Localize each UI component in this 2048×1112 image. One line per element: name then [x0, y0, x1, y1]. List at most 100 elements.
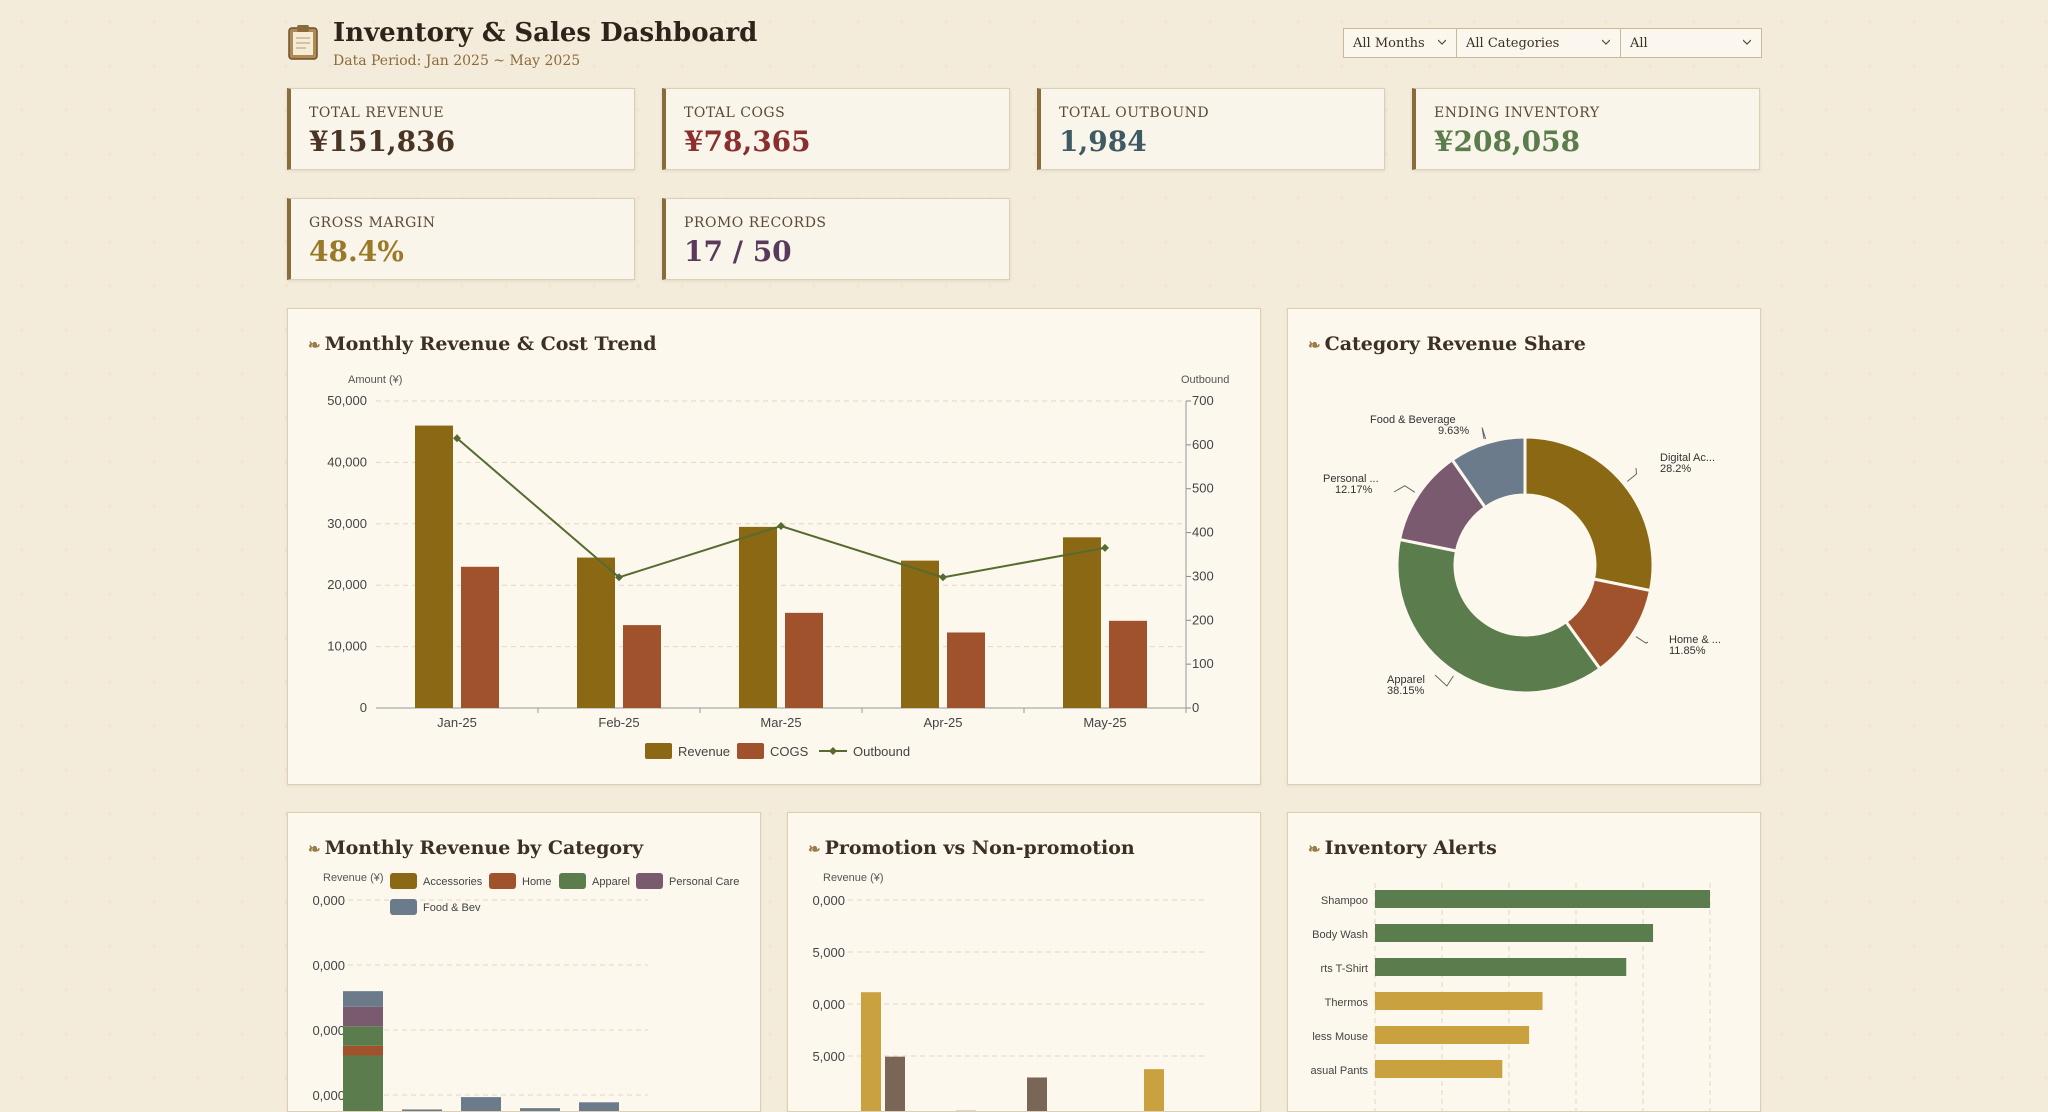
x-tick-label: May-25 — [1083, 715, 1126, 730]
pie-leader-line — [1627, 468, 1636, 482]
y-axis-label: Amount (¥) — [348, 374, 402, 386]
alert-bar — [1375, 1026, 1529, 1044]
revenue-bar — [901, 561, 939, 708]
legend-label: Personal Care — [669, 876, 739, 888]
filter-bar: All Months All Categories All — [1344, 28, 1762, 58]
legend-swatch — [390, 899, 417, 915]
category-chart-card: ❧Monthly Revenue by Category Revenue (¥)… — [287, 812, 761, 1112]
legend-label-cogs: COGS — [770, 744, 809, 759]
alert-bar — [1375, 958, 1626, 976]
trend-chart: Amount (¥) Outbound 0 10,000 20,000 30,000 40,… — [288, 309, 1261, 785]
bar-category-label: asual Pants — [1311, 1065, 1369, 1077]
kpi-promo-records: PROMO RECORDS 17 / 50 — [662, 198, 1010, 280]
x-tick-label: Mar-25 — [760, 715, 801, 730]
legend-swatch-cogs — [737, 743, 764, 759]
y-tick-label: 0,000 — [812, 997, 845, 1012]
y-tick-label: 50,000 — [327, 393, 367, 408]
y-axis-label: Revenue (¥) — [823, 872, 884, 884]
kpi-ending-inventory: ENDING INVENTORY ¥208,058 — [1412, 88, 1760, 170]
promo-filter-select[interactable]: All — [1620, 28, 1762, 58]
alert-bar — [1375, 924, 1653, 942]
kpi-gross-margin: GROSS MARGIN 48.4% — [287, 198, 635, 280]
legend-label: Home — [522, 876, 551, 888]
bar-category-label: rts T-Shirt — [1321, 963, 1368, 975]
y-tick-label: 20,000 — [327, 577, 367, 592]
clipboard-icon — [287, 24, 319, 60]
share-chart-card: ❧Category Revenue Share Digital Ac...28.… — [1287, 308, 1761, 785]
revenue-bar — [577, 558, 615, 708]
outbound-point — [777, 522, 785, 530]
y-tick-label: 0,000 — [812, 893, 845, 908]
legend-swatch-revenue — [645, 743, 672, 759]
outbound-point — [939, 573, 947, 581]
y2-tick-label: 500 — [1192, 481, 1214, 496]
legend-swatch — [559, 873, 586, 889]
stacked-bar-segment — [343, 1007, 383, 1027]
dashboard-header: Inventory & Sales Dashboard Data Period:… — [287, 18, 1762, 74]
kpi-total-outbound: TOTAL OUTBOUND 1,984 — [1037, 88, 1385, 170]
kpi-value: 17 / 50 — [684, 235, 792, 268]
y-tick-label: 0,000 — [312, 1023, 345, 1038]
kpi-value: ¥78,365 — [684, 125, 811, 158]
kpi-value: 1,984 — [1059, 125, 1147, 158]
y-tick-label: 5,000 — [812, 945, 845, 960]
stacked-bar-segment — [461, 1097, 501, 1112]
pie-pct-label: 12.17% — [1335, 484, 1373, 496]
kpi-total-cogs: TOTAL COGS ¥78,365 — [662, 88, 1010, 170]
y2-tick-label: 100 — [1192, 656, 1214, 671]
y-axis-label: Revenue (¥) — [323, 872, 384, 884]
y2-tick-label: 0 — [1192, 700, 1199, 715]
kpi-value: ¥208,058 — [1434, 125, 1580, 158]
cogs-bar — [461, 567, 499, 708]
revenue-bar — [1063, 537, 1101, 708]
chevron-down-icon — [1743, 38, 1751, 46]
legend-swatch — [390, 873, 417, 889]
y-tick-label: 40,000 — [327, 454, 367, 469]
x-tick-label: Feb-25 — [598, 715, 639, 730]
legend-label-revenue: Revenue — [678, 744, 730, 759]
category-filter-select[interactable]: All Categories — [1456, 28, 1621, 58]
pie-leader-line — [1394, 486, 1415, 493]
category-filter-value: All Categories — [1466, 36, 1559, 51]
y-tick-label: 0,000 — [312, 893, 345, 908]
x-tick-label: Apr-25 — [923, 715, 962, 730]
promo-filter-value: All — [1630, 36, 1648, 51]
cogs-bar — [623, 625, 661, 708]
month-filter-value: All Months — [1353, 36, 1425, 51]
month-filter-select[interactable]: All Months — [1343, 28, 1457, 58]
bar-category-label: Shampoo — [1321, 895, 1368, 907]
pie-pct-label: 28.2% — [1660, 463, 1691, 475]
promo-bar — [861, 992, 881, 1112]
bar-category-label: Thermos — [1325, 997, 1369, 1009]
y-tick-label: 10,000 — [327, 639, 367, 654]
kpi-value: 48.4% — [309, 235, 404, 268]
pie-pct-label: 9.63% — [1438, 425, 1469, 437]
y-tick-label: 30,000 — [327, 516, 367, 531]
y-tick-label: 0,000 — [312, 1088, 345, 1103]
legend-label: Apparel — [592, 876, 630, 888]
kpi-label: TOTAL REVENUE — [309, 105, 444, 121]
revenue-bar — [415, 426, 453, 708]
outbound-line — [457, 438, 1105, 577]
chevron-down-icon — [1602, 38, 1610, 46]
cogs-bar — [947, 632, 985, 708]
y2-tick-label: 200 — [1192, 612, 1214, 627]
promo-chart-card: ❧Promotion vs Non-promotion Revenue (¥)0… — [787, 812, 1261, 1112]
stacked-bar-segment — [343, 991, 383, 1007]
pie-leader-line — [1636, 637, 1648, 644]
kpi-label: TOTAL OUTBOUND — [1059, 105, 1209, 121]
legend-label: Food & Bev — [423, 902, 481, 914]
y2-tick-label: 300 — [1192, 568, 1214, 583]
kpi-label: TOTAL COGS — [684, 105, 785, 121]
alert-bar — [1375, 992, 1543, 1010]
kpi-value: ¥151,836 — [309, 125, 455, 158]
legend-swatch — [636, 873, 663, 889]
cogs-bar — [785, 613, 823, 708]
stacked-bar-segment — [520, 1108, 560, 1112]
category-chart: Revenue (¥)0,0000,0000,0000,000Accessori… — [288, 813, 761, 1112]
pie-leader-line — [1482, 428, 1486, 439]
cogs-bar — [1109, 621, 1147, 708]
legend-label-outbound: Outbound — [853, 744, 910, 759]
